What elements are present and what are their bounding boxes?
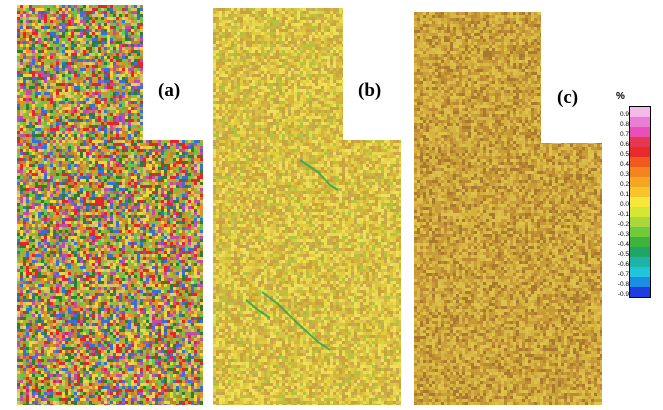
legend-label: 0.7 [611,130,629,140]
legend-label: -0.5 [611,250,629,260]
panel-label-c: (c) [557,87,578,109]
legend-swatch [630,237,650,247]
map-panel-c [414,12,602,405]
legend-label: 0.9 [611,110,629,120]
legend-swatch [630,287,650,297]
legend-swatch [630,277,650,287]
legend-label: 0.1 [611,190,629,200]
legend-swatch [630,167,650,177]
legend-swatch [630,227,650,237]
legend-label: 0.0 [611,200,629,210]
legend-label: 0.6 [611,140,629,150]
legend-swatch [630,117,650,127]
legend-label: 0.8 [611,120,629,130]
color-scale-labels: 0.9 0.8 0.7 0.6 0.5 0.4 0.3 0.2 0.1 0.0 -0.1 -0.2 -0… [611,110,629,300]
legend-label: -0.7 [611,270,629,280]
legend-swatch [630,177,650,187]
legend-label: -0.1 [611,210,629,220]
legend-label: -0.9 [611,290,629,300]
legend-swatch [630,187,650,197]
legend-label: -0.4 [611,240,629,250]
legend-swatch [630,257,650,267]
legend-label: -0.2 [611,220,629,230]
legend-label: -0.3 [611,230,629,240]
legend-label: -0.8 [611,280,629,290]
legend-swatch [630,127,650,137]
map-panel-b [213,8,401,405]
legend-label: -0.6 [611,260,629,270]
legend-label: 0.2 [611,180,629,190]
legend-swatch [630,207,650,217]
legend-swatch [630,107,650,117]
legend-label: 0.5 [611,150,629,160]
legend-label: 0.4 [611,160,629,170]
color-scale-bar [629,106,651,298]
legend-swatch [630,157,650,167]
legend-unit: % [616,91,625,102]
legend-swatch [630,147,650,157]
panel-label-b: (b) [358,80,381,102]
panel-label-a: (a) [158,80,180,102]
legend-swatch [630,247,650,257]
map-panel-a [17,5,203,405]
legend-swatch [630,197,650,207]
legend-label: 0.3 [611,170,629,180]
legend-swatch [630,267,650,277]
legend-swatch [630,217,650,227]
legend-swatch [630,137,650,147]
